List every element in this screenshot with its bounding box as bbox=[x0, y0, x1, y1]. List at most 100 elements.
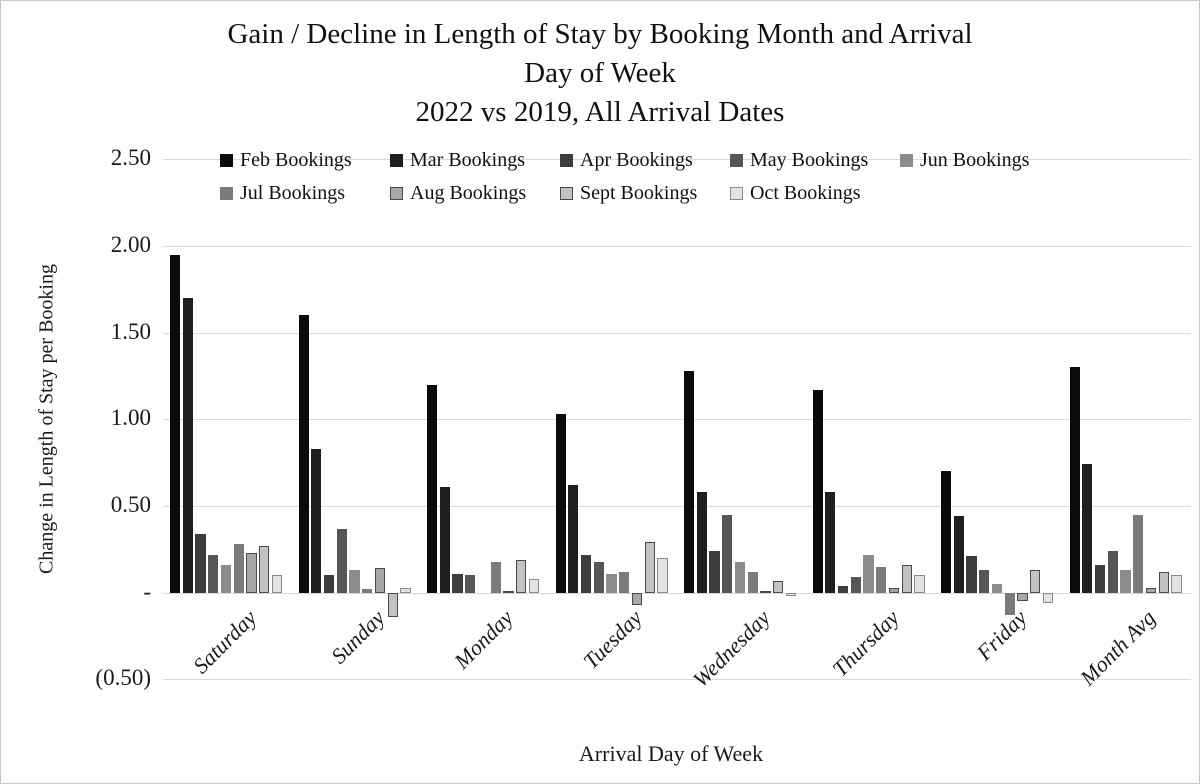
legend-label: Jun Bookings bbox=[920, 149, 1030, 171]
bar-aug-monday bbox=[503, 591, 514, 593]
bar-oct-thursday bbox=[914, 575, 925, 593]
gridline-(0.50) bbox=[163, 679, 1191, 681]
bar-aug-wednesday bbox=[760, 591, 771, 593]
legend-swatch-icon bbox=[730, 153, 743, 167]
legend-swatch-icon bbox=[900, 153, 913, 167]
y-tick-label: 2.00 bbox=[110, 231, 151, 257]
legend-item-aug: Aug Bookings bbox=[390, 182, 526, 204]
bar-mar-saturday bbox=[182, 297, 193, 593]
bar-may-tuesday bbox=[593, 561, 604, 593]
bar-apr-monday bbox=[452, 573, 463, 593]
bar-feb-wednesday bbox=[684, 370, 695, 593]
legend-label: Sept Bookings bbox=[580, 182, 698, 204]
bar-jul-tuesday bbox=[619, 571, 630, 593]
bar-oct-saturday bbox=[271, 575, 283, 593]
bar-apr-thursday bbox=[837, 585, 849, 593]
bar-jun-month-avg bbox=[1120, 570, 1131, 593]
bar-feb-friday bbox=[941, 471, 952, 593]
bar-jul-friday bbox=[1004, 592, 1015, 616]
y-tick-label: 2.50 bbox=[110, 145, 151, 171]
bar-apr-month-avg bbox=[1094, 565, 1106, 593]
legend-swatch-icon bbox=[220, 153, 233, 167]
legend-label: Feb Bookings bbox=[240, 149, 352, 171]
bar-oct-tuesday bbox=[657, 558, 668, 593]
bar-jun-sunday bbox=[349, 570, 360, 593]
gridline-1.50 bbox=[163, 332, 1191, 334]
bar-jun-saturday bbox=[220, 565, 232, 593]
legend-label: Aug Bookings bbox=[410, 182, 527, 204]
bar-jul-saturday bbox=[233, 544, 244, 593]
bar-apr-friday bbox=[966, 556, 977, 593]
bar-oct-friday bbox=[1042, 592, 1054, 604]
bar-feb-monday bbox=[427, 384, 438, 593]
chart-title-line-3: 2022 vs 2019, All Arrival Dates bbox=[415, 96, 785, 128]
bar-mar-thursday bbox=[825, 492, 836, 593]
bar-may-friday bbox=[979, 570, 990, 593]
legend-swatch-icon bbox=[560, 186, 573, 200]
gridline-2.00 bbox=[163, 245, 1191, 247]
bar-aug-thursday bbox=[888, 587, 900, 593]
legend-item-oct: Oct Bookings bbox=[730, 182, 861, 204]
legend-swatch-icon bbox=[560, 153, 573, 167]
bar-sept-tuesday bbox=[644, 542, 655, 593]
chart-title: Gain / Decline in Length of Stay by Book… bbox=[1, 15, 1199, 132]
bar-sept-friday bbox=[1030, 570, 1041, 593]
legend-item-sept: Sept Bookings bbox=[560, 182, 697, 204]
bar-may-saturday bbox=[208, 554, 219, 593]
bar-apr-wednesday bbox=[709, 551, 720, 593]
bar-jul-wednesday bbox=[747, 571, 758, 593]
legend-item-may: May Bookings bbox=[730, 149, 868, 171]
bar-jun-friday bbox=[991, 584, 1003, 593]
bar-sept-wednesday bbox=[773, 580, 784, 593]
chart-title-line-1: Gain / Decline in Length of Stay by Book… bbox=[227, 18, 973, 50]
bar-jul-thursday bbox=[876, 566, 887, 593]
x-category-label-month-avg: Month Avg bbox=[1075, 605, 1161, 691]
y-tick-label: 1.50 bbox=[110, 318, 151, 344]
bar-sept-sunday bbox=[387, 592, 398, 617]
bar-sept-thursday bbox=[901, 565, 912, 593]
bar-oct-monday bbox=[528, 578, 540, 593]
bar-jun-wednesday bbox=[734, 561, 746, 593]
bar-aug-month-avg bbox=[1145, 587, 1157, 593]
bar-jul-month-avg bbox=[1133, 514, 1144, 593]
bar-jul-sunday bbox=[362, 589, 373, 593]
chart-title-line-2: Day of Week bbox=[524, 57, 676, 89]
y-tick-label: 1.00 bbox=[110, 405, 151, 431]
bar-may-month-avg bbox=[1107, 551, 1118, 593]
legend-swatch-icon bbox=[220, 186, 233, 200]
legend-swatch-icon bbox=[390, 186, 403, 200]
bar-mar-wednesday bbox=[696, 492, 707, 593]
bar-oct-wednesday bbox=[785, 592, 797, 597]
legend-label: Oct Bookings bbox=[750, 182, 861, 204]
gridline-1.00 bbox=[163, 419, 1191, 421]
bar-jun-thursday bbox=[863, 554, 874, 593]
gridline-- bbox=[163, 592, 1191, 594]
bar-feb-saturday bbox=[170, 254, 181, 593]
legend-swatch-icon bbox=[390, 153, 403, 167]
x-category-label-monday: Monday bbox=[449, 605, 518, 674]
legend-label: Apr Bookings bbox=[580, 149, 693, 171]
x-category-label-saturday: Saturday bbox=[187, 605, 261, 679]
bar-aug-friday bbox=[1017, 592, 1028, 602]
bar-may-wednesday bbox=[722, 514, 733, 593]
bar-mar-month-avg bbox=[1082, 464, 1093, 593]
bar-jun-tuesday bbox=[606, 573, 617, 593]
y-tick-label: 0.50 bbox=[110, 492, 151, 517]
y-tick-label: (0.50) bbox=[95, 665, 151, 691]
legend-item-jul: Jul Bookings bbox=[220, 182, 345, 204]
bar-aug-sunday bbox=[374, 568, 386, 593]
x-axis-title: Arrival Day of Week bbox=[578, 741, 764, 766]
bar-may-thursday bbox=[850, 577, 861, 593]
legend-item-apr: Apr Bookings bbox=[560, 149, 693, 171]
bar-sept-monday bbox=[516, 559, 527, 593]
x-category-label-tuesday: Tuesday bbox=[577, 605, 647, 674]
bar-apr-tuesday bbox=[580, 554, 592, 593]
bar-apr-saturday bbox=[195, 533, 206, 593]
bar-feb-sunday bbox=[298, 315, 309, 593]
bar-apr-sunday bbox=[323, 575, 335, 593]
bar-jul-monday bbox=[490, 561, 501, 593]
bar-feb-month-avg bbox=[1069, 367, 1080, 593]
bar-mar-friday bbox=[953, 516, 964, 593]
